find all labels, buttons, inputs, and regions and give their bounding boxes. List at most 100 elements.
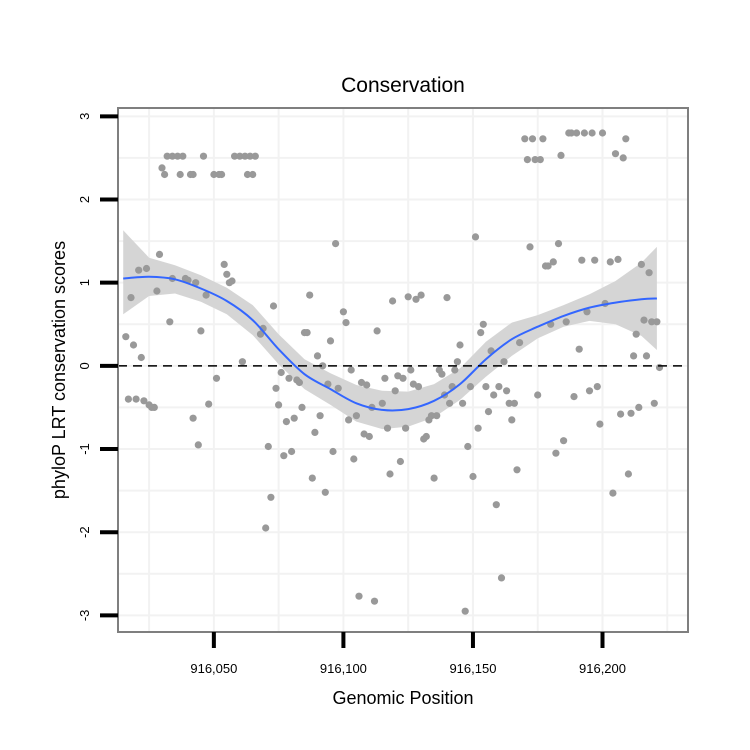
data-point [598, 129, 607, 137]
data-point [567, 129, 576, 137]
data-point [228, 277, 236, 285]
data-point [192, 279, 200, 287]
data-point [264, 442, 272, 451]
data-point [381, 374, 389, 382]
data-point [648, 318, 656, 326]
y-tick-label: 2 [77, 196, 92, 203]
data-point [562, 318, 570, 326]
data-point [585, 387, 594, 395]
data-point [127, 294, 135, 302]
data-point [218, 170, 226, 179]
data-point [617, 410, 625, 418]
data-point [142, 264, 151, 273]
data-point [427, 412, 436, 420]
data-point [433, 412, 441, 420]
data-point [189, 414, 197, 422]
data-point [378, 399, 386, 407]
data-point [153, 287, 161, 295]
data-point [163, 152, 171, 160]
data-point [295, 378, 303, 387]
data-point [570, 393, 578, 401]
data-point [174, 152, 182, 160]
data-point [251, 152, 259, 160]
data-point [334, 384, 342, 392]
data-point [453, 358, 461, 366]
data-point [521, 135, 529, 143]
data-point [606, 258, 614, 266]
data-point [640, 316, 648, 324]
y-tick-label: 1 [77, 279, 92, 286]
data-point [575, 345, 583, 353]
data-point [451, 366, 459, 374]
data-point [339, 308, 347, 316]
data-point [389, 297, 397, 305]
data-point [404, 293, 412, 301]
data-point [614, 255, 622, 263]
data-point [624, 470, 633, 478]
data-point [313, 352, 322, 360]
data-point [236, 152, 244, 160]
y-axis-label: phyloP LRT conservation scores [49, 241, 69, 499]
data-point [516, 339, 524, 347]
data-point [396, 457, 404, 466]
data-point [308, 474, 316, 482]
data-point [632, 330, 640, 338]
data-point [285, 374, 293, 382]
data-point [210, 170, 218, 179]
data-point [249, 170, 257, 179]
data-point [513, 466, 521, 474]
data-point [269, 302, 278, 310]
data-point [637, 260, 646, 268]
data-point [609, 489, 617, 497]
data-point [355, 592, 363, 600]
data-point [161, 170, 169, 179]
data-point [176, 170, 184, 179]
data-point [642, 352, 651, 360]
data-point [611, 150, 620, 158]
data-point [596, 420, 604, 428]
data-point [500, 358, 508, 366]
data-point [316, 412, 324, 420]
data-point [438, 370, 446, 378]
data-point [414, 383, 423, 391]
data-point [329, 447, 337, 456]
data-point [653, 318, 661, 326]
data-point [275, 401, 283, 409]
data-point [630, 352, 638, 360]
y-tick-label: 0 [77, 362, 92, 369]
data-point [231, 152, 239, 160]
data-point [311, 428, 319, 436]
data-point [135, 266, 143, 274]
data-point [321, 488, 329, 496]
data-point [417, 291, 425, 299]
data-point [523, 156, 532, 164]
data-point [137, 353, 145, 362]
data-point [256, 330, 265, 338]
data-point [212, 374, 221, 382]
data-point [484, 408, 493, 416]
data-point [194, 441, 202, 449]
x-tick-label: 916,100 [320, 661, 367, 676]
data-point [363, 381, 371, 389]
data-point [272, 384, 280, 392]
data-point [350, 455, 358, 463]
data-point [319, 362, 327, 370]
data-point [332, 240, 340, 248]
data-point [456, 341, 464, 349]
data-point [288, 447, 296, 456]
data-point [326, 337, 335, 345]
data-point [303, 329, 311, 337]
data-point [402, 424, 410, 432]
data-point [650, 399, 658, 407]
data-point [140, 397, 148, 405]
data-point [168, 152, 176, 160]
y-tick-label: -2 [77, 526, 92, 538]
data-point [347, 366, 355, 374]
data-point [531, 156, 539, 164]
data-point [495, 383, 503, 391]
data-point [510, 399, 518, 407]
data-point [560, 437, 568, 445]
data-point [243, 170, 252, 179]
x-tick-label: 916,050 [190, 661, 237, 676]
data-point [583, 308, 591, 316]
